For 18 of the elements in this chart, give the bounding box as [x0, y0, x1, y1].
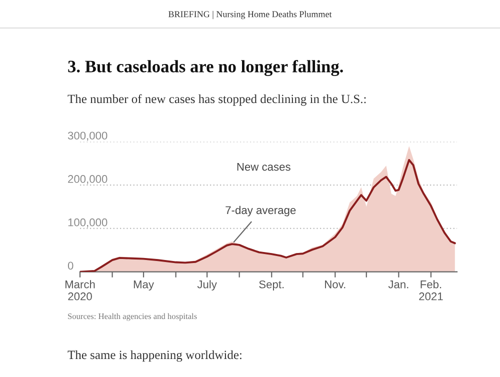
x-tick-label: July	[197, 280, 217, 291]
x-tick-label: Feb. 2021	[419, 280, 443, 300]
chart-subtitle: The number of new cases has stopped declining in the U.S.:	[68, 94, 366, 106]
x-tick-label: March 2020	[65, 280, 95, 300]
annotation: 7-day average	[226, 206, 296, 216]
y-tick-label: 100,000	[68, 218, 108, 228]
annotation: New cases	[237, 162, 290, 171]
x-tick-label: Sept.	[259, 280, 284, 291]
source-note: Sources: Health agencies and hospitals	[68, 313, 197, 321]
x-tick-label: Nov.	[325, 280, 346, 288]
y-tick-label: 200,000	[68, 175, 108, 184]
x-tick-label: Jan.	[388, 280, 408, 288]
y-tick-label: 300,000	[68, 132, 108, 141]
x-tick-label: May	[134, 280, 154, 291]
chart-title: 3. But caseloads are no longer falling.	[68, 60, 343, 76]
text: The same is happening worldwide:	[68, 350, 242, 362]
y-tick-label: 0	[68, 262, 74, 270]
text: BRIEFING | Nursing Home Deaths Plummet	[168, 10, 332, 20]
